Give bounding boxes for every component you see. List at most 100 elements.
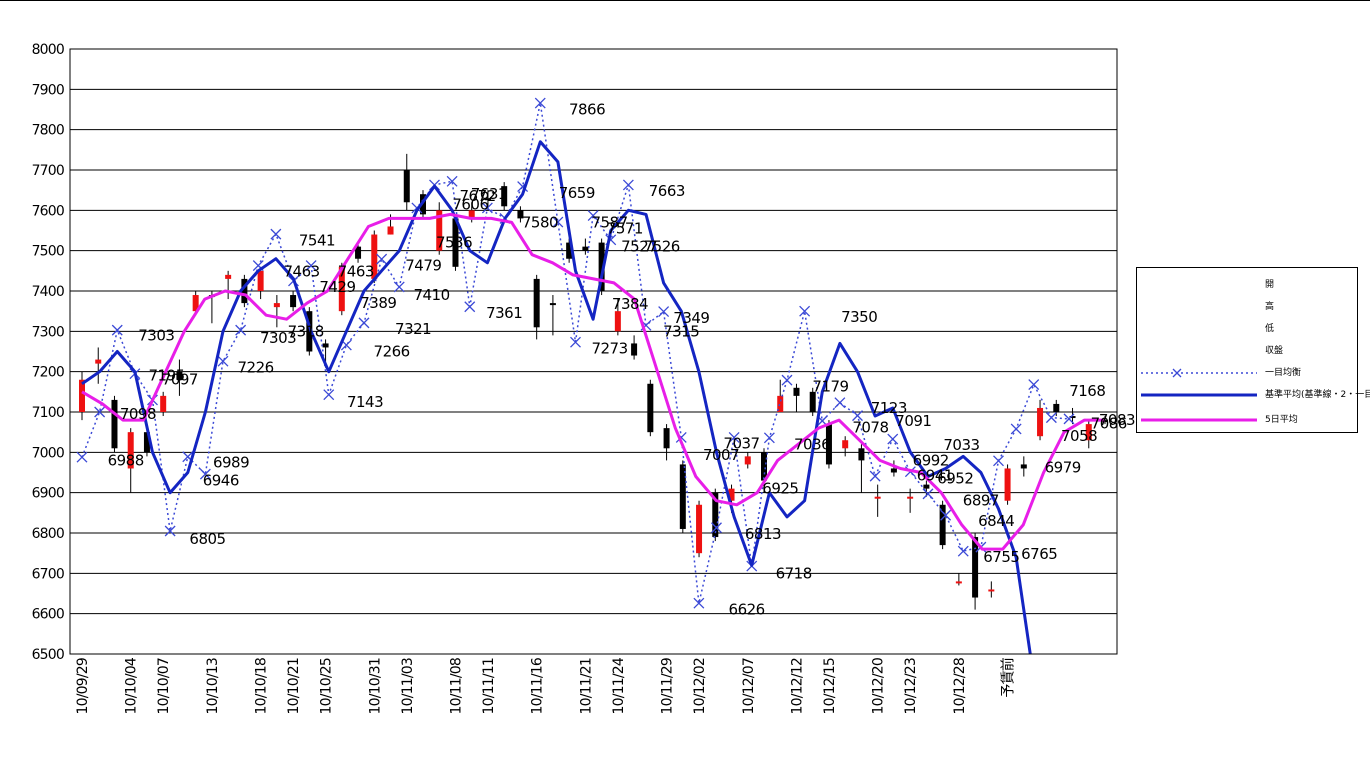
indicator-lines xyxy=(76,97,1105,654)
x-tick-label: 10/10/31 xyxy=(367,658,383,714)
data-label: 6988 xyxy=(108,451,144,469)
series-marker-x xyxy=(622,179,634,191)
y-tick-label: 6800 xyxy=(32,526,64,542)
candle-body xyxy=(176,371,183,380)
data-label: 7350 xyxy=(841,308,877,326)
series-marker-x xyxy=(111,324,123,336)
legend-item: 高 xyxy=(1137,298,1359,316)
candle-body xyxy=(793,387,800,396)
data-label: 7541 xyxy=(299,232,335,250)
data-label: 7168 xyxy=(1069,382,1105,400)
data-label: 7361 xyxy=(486,304,522,322)
candle-body xyxy=(614,311,621,332)
candle-body xyxy=(582,246,589,251)
series-marker-x xyxy=(94,406,106,418)
series-marker-x xyxy=(957,545,969,557)
legend-item: 収盤 xyxy=(1137,342,1359,360)
series-marker-x xyxy=(940,509,952,521)
legend-label: 低 xyxy=(1265,324,1275,334)
candle-body xyxy=(436,210,443,251)
x-tick-label: 10/12/28 xyxy=(952,658,968,714)
series-marker-x xyxy=(763,432,775,444)
x-tick-label: 10/11/03 xyxy=(400,658,416,714)
candle-body xyxy=(306,311,313,352)
candle-body xyxy=(842,440,849,449)
x-tick-label: 10/12/23 xyxy=(903,658,919,714)
data-label: 7384 xyxy=(612,295,648,313)
candle-body xyxy=(631,343,638,356)
series-marker-x xyxy=(217,355,229,367)
candle-body xyxy=(533,278,540,328)
series-marker-x xyxy=(358,317,370,329)
candle-body xyxy=(1085,424,1092,441)
legend-label: 基準平均(基準線・2・一目均衡) xyxy=(1265,390,1370,400)
legend-item: 開 xyxy=(1137,276,1359,294)
x-tick-label: 10/10/13 xyxy=(205,658,221,714)
data-label: 6897 xyxy=(963,492,999,510)
candle-body xyxy=(809,391,816,412)
candle-body xyxy=(549,303,556,306)
candle-body xyxy=(403,170,410,203)
x-tick-label: 10/10/04 xyxy=(124,657,140,714)
candle-body xyxy=(1069,416,1076,419)
candle-body xyxy=(355,246,362,259)
data-label: 7527 xyxy=(621,238,657,256)
y-tick-label: 7700 xyxy=(32,163,64,179)
series-marker-x xyxy=(164,525,176,537)
candle-body xyxy=(939,504,946,546)
x-tick-label: 10/11/29 xyxy=(660,658,676,714)
series-line xyxy=(81,102,1070,604)
x-tick-label: 10/09/29 xyxy=(75,658,91,714)
data-label: 6765 xyxy=(1021,545,1057,563)
candle-body xyxy=(923,484,930,489)
data-label: 6946 xyxy=(203,472,239,490)
series-marker-x xyxy=(481,202,493,214)
series-marker-x xyxy=(693,597,705,609)
data-label: 7033 xyxy=(943,436,979,454)
candle-body xyxy=(484,198,491,201)
x-tick-label: 10/10/07 xyxy=(156,658,172,714)
data-label: 7526 xyxy=(644,238,680,256)
data-label: 7631 xyxy=(471,185,507,203)
x-tick-label: 予賃前 xyxy=(1000,657,1017,697)
series-marker-x xyxy=(305,260,317,272)
y-tick-label: 7800 xyxy=(32,123,64,139)
series-marker-x xyxy=(235,324,247,336)
x-tick-label: 10/12/07 xyxy=(741,658,757,714)
series-marker-x xyxy=(552,216,564,228)
candle-body xyxy=(111,399,118,449)
legend-label: 5日平均 xyxy=(1265,415,1298,425)
candle-body xyxy=(728,488,735,501)
x-tick-label: 10/10/18 xyxy=(254,658,270,714)
candle-body xyxy=(387,226,394,235)
data-label: 7429 xyxy=(319,278,355,296)
candle-body xyxy=(257,270,264,291)
x-tick-label: 10/11/16 xyxy=(530,657,546,714)
candle-body xyxy=(371,234,378,279)
data-label: 7091 xyxy=(895,412,931,430)
legend-item: 基準平均(基準線・2・一目均衡) xyxy=(1137,386,1370,404)
data-label: 7318 xyxy=(288,322,324,340)
series-marker-x xyxy=(393,281,405,293)
data-label: 7663 xyxy=(649,182,685,200)
candle-body xyxy=(160,395,167,412)
x-tick-label: 10/12/20 xyxy=(871,658,887,714)
candle-body xyxy=(1004,468,1011,501)
series-marker-x xyxy=(834,397,846,409)
data-label: 6952 xyxy=(937,470,973,488)
data-label: 7036 xyxy=(794,435,830,453)
data-label: 7273 xyxy=(591,339,627,357)
candle-body xyxy=(825,424,832,465)
y-tick-label: 6600 xyxy=(32,607,64,623)
data-label: 6844 xyxy=(978,512,1014,530)
x-tick-label: 10/11/24 xyxy=(611,657,627,714)
data-label: 7536 xyxy=(436,234,472,252)
data-label: 6989 xyxy=(213,453,249,471)
candle-body xyxy=(1053,403,1060,412)
y-tick-label: 7200 xyxy=(32,365,64,381)
data-label: 7349 xyxy=(673,309,709,327)
